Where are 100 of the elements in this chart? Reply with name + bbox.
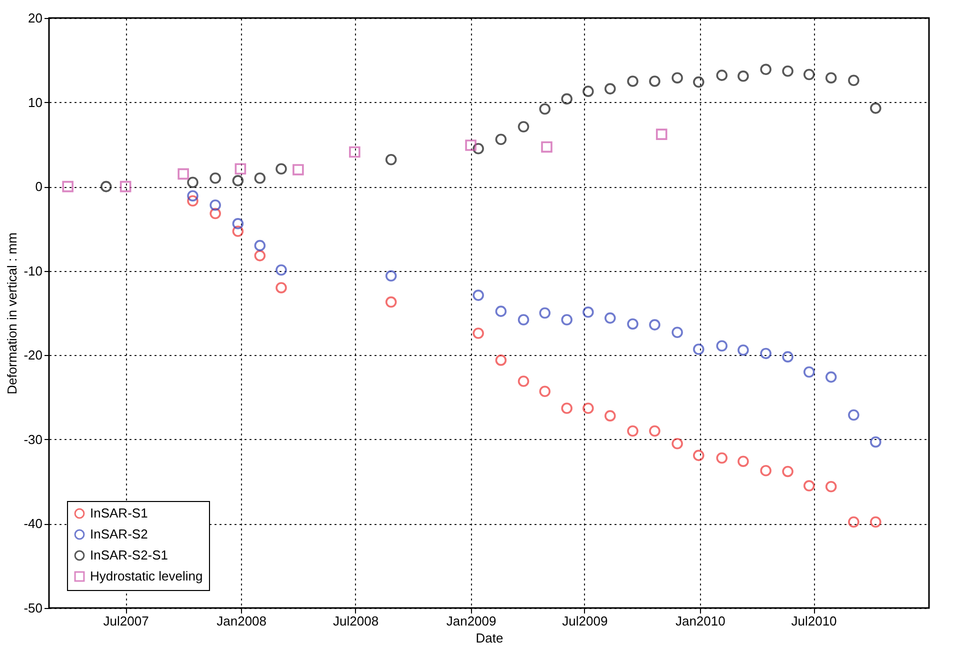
point [870,102,882,114]
point [582,306,594,318]
y-tick-label: -40 [24,516,42,532]
point [518,121,530,132]
point [472,328,484,339]
point [232,175,244,186]
point [693,76,704,88]
point [649,319,660,330]
point [604,83,616,94]
point [385,154,397,166]
point [738,344,749,356]
point [693,344,704,355]
point [187,190,198,202]
point [716,340,728,352]
point [234,163,246,175]
point [495,306,507,317]
point [100,180,112,192]
point [465,140,476,151]
point [604,312,616,324]
point [539,103,551,115]
y-tick-label: -20 [24,348,42,363]
point [541,141,552,153]
point [627,318,638,330]
point [210,172,221,184]
point [187,195,198,207]
point [561,402,572,414]
point [656,128,668,140]
point [782,466,794,478]
point [693,450,704,462]
legend-label: InSAR-S2-S1 [90,548,168,562]
point [716,452,728,464]
point [803,480,815,492]
y-tick-label: 10 [28,94,42,110]
point [62,180,74,192]
point [782,351,794,362]
y-tick-label: -30 [24,432,42,447]
point [672,438,683,450]
point [232,218,244,230]
point [848,74,860,86]
point [254,240,266,252]
point [495,134,507,146]
x-tick-label: Jan2008 [216,614,267,628]
point [254,250,266,262]
point [472,143,484,154]
point [672,326,683,338]
x-axis-title: Date [476,630,504,646]
point [539,386,551,398]
x-tick-label: Jul2007 [103,614,149,628]
point [254,172,266,184]
point [848,516,860,528]
point [349,146,360,158]
y-tick-label: -50 [24,600,42,616]
point [276,282,287,294]
point [738,456,749,467]
point [276,264,287,276]
point [518,376,530,387]
point [495,354,507,366]
point [803,366,815,378]
point [760,64,772,76]
point [649,425,660,437]
point [232,226,244,237]
point [803,68,815,80]
x-tick-label: Jul2010 [791,614,837,628]
point [627,425,638,437]
point [604,410,616,422]
point [782,65,794,77]
point [649,76,660,87]
point [539,307,551,319]
point [870,436,882,448]
point [561,314,572,326]
y-tick-label: -10 [24,263,42,278]
point [582,402,594,414]
point [187,176,198,188]
point [120,180,132,192]
point [627,76,638,87]
point [716,70,728,81]
point [292,164,304,176]
point [178,168,189,180]
point [276,163,287,175]
point [472,290,484,301]
point [870,516,882,528]
point [210,208,221,220]
point [385,296,397,308]
x-tick-label: Jul2008 [333,614,379,628]
point [825,371,837,383]
point [672,72,683,84]
x-tick-label: Jul2009 [562,614,608,628]
legend-label: InSAR-S2 [90,526,148,542]
point [582,86,594,97]
point [825,72,837,84]
point [210,199,221,211]
legend-label: Hydrostatic leveling [90,568,203,584]
point [760,348,772,360]
point [561,93,572,105]
y-axis-title: Deformation in vertical : mm [4,232,20,394]
x-tick-label: Jan2010 [675,614,726,628]
point [385,270,397,282]
x-tick-label: Jan2009 [446,614,496,628]
legend-label: InSAR-S1 [90,506,148,520]
point [848,409,860,421]
